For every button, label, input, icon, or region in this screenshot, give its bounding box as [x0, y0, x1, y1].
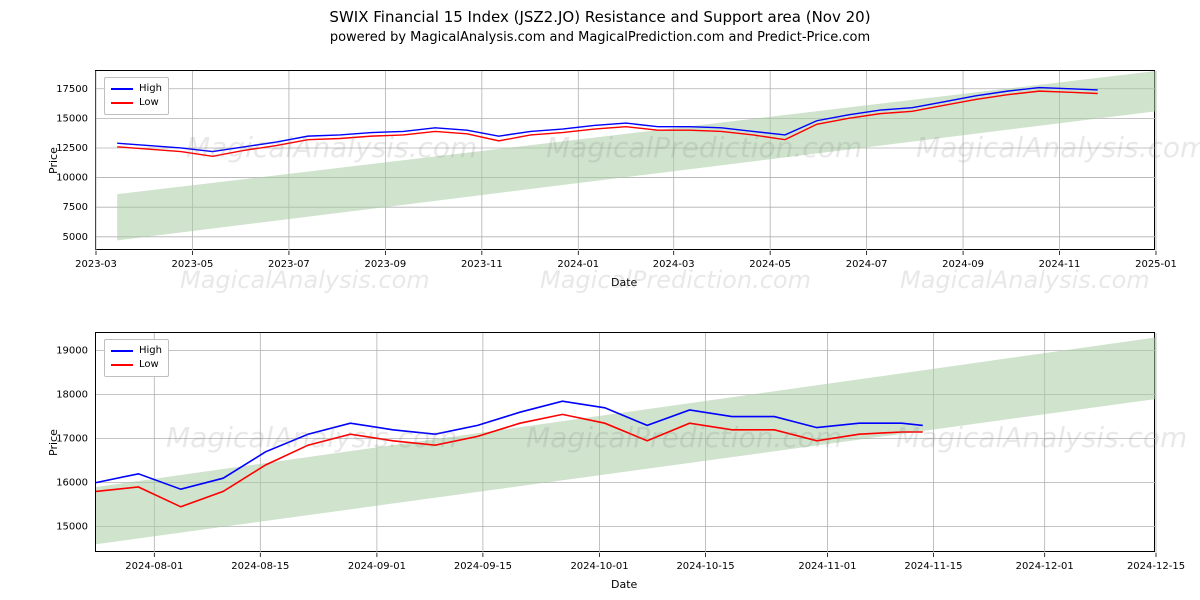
svg-text:2024-09-01: 2024-09-01 [348, 561, 406, 572]
svg-text:2024-08-01: 2024-08-01 [125, 561, 183, 572]
legend-item-low: Low [111, 358, 162, 372]
svg-text:2023-05: 2023-05 [172, 259, 214, 270]
svg-text:2024-09-15: 2024-09-15 [454, 561, 512, 572]
svg-text:2024-11-15: 2024-11-15 [904, 561, 962, 572]
legend-swatch-high [111, 350, 133, 352]
legend-item-high: High [111, 82, 162, 96]
figure: SWIX Financial 15 Index (JSZ2.JO) Resist… [0, 0, 1200, 600]
svg-text:2024-11-01: 2024-11-01 [798, 561, 856, 572]
figure-title: SWIX Financial 15 Index (JSZ2.JO) Resist… [0, 8, 1200, 26]
svg-text:2024-05: 2024-05 [749, 259, 791, 270]
chart-svg-top: 50007500100001250015000175002023-032023-… [96, 71, 1156, 251]
svg-text:2024-09: 2024-09 [942, 259, 984, 270]
svg-text:15000: 15000 [56, 113, 88, 124]
legend-swatch-low [111, 364, 133, 366]
chart-panel-top: 50007500100001250015000175002023-032023-… [95, 70, 1155, 250]
legend-swatch-low [111, 102, 133, 104]
chart-panel-bottom: 15000160001700018000190002024-08-012024-… [95, 332, 1155, 552]
legend-top: High Low [104, 77, 169, 115]
svg-text:2024-10-01: 2024-10-01 [570, 561, 628, 572]
svg-text:2024-08-15: 2024-08-15 [231, 561, 289, 572]
watermark: MagicalPrediction.com [540, 266, 811, 294]
svg-text:17500: 17500 [56, 84, 88, 95]
svg-text:2024-10-15: 2024-10-15 [676, 561, 734, 572]
svg-text:2023-07: 2023-07 [268, 259, 310, 270]
watermark: MagicalAnalysis.com [900, 266, 1150, 294]
svg-text:12500: 12500 [56, 143, 88, 154]
svg-text:2023-03: 2023-03 [75, 259, 117, 270]
svg-text:10000: 10000 [56, 173, 88, 184]
watermark: MagicalAnalysis.com [180, 266, 430, 294]
svg-text:2024-12-15: 2024-12-15 [1127, 561, 1185, 572]
svg-text:18000: 18000 [56, 390, 88, 401]
svg-text:15000: 15000 [56, 522, 88, 533]
legend-item-high: High [111, 344, 162, 358]
svg-text:19000: 19000 [56, 346, 88, 357]
svg-text:17000: 17000 [56, 434, 88, 445]
figure-subtitle: powered by MagicalAnalysis.com and Magic… [0, 30, 1200, 45]
legend-bottom: High Low [104, 339, 169, 377]
svg-text:16000: 16000 [56, 478, 88, 489]
svg-text:5000: 5000 [63, 232, 88, 243]
svg-text:2024-12-01: 2024-12-01 [1016, 561, 1074, 572]
y-axis-label-bottom: Price [47, 429, 60, 456]
svg-text:2024-01: 2024-01 [557, 259, 599, 270]
x-axis-label-bottom: Date [611, 578, 637, 591]
svg-text:2025-01: 2025-01 [1135, 259, 1177, 270]
svg-text:2024-03: 2024-03 [653, 259, 695, 270]
svg-text:7500: 7500 [63, 202, 88, 213]
chart-svg-bottom: 15000160001700018000190002024-08-012024-… [96, 333, 1156, 553]
legend-swatch-high [111, 88, 133, 90]
legend-label-high: High [139, 344, 162, 358]
legend-label-low: Low [139, 358, 159, 372]
svg-text:2024-11: 2024-11 [1039, 259, 1081, 270]
svg-text:2024-07: 2024-07 [846, 259, 888, 270]
svg-text:2023-09: 2023-09 [364, 259, 406, 270]
x-axis-label-top: Date [611, 276, 637, 289]
svg-text:2023-11: 2023-11 [461, 259, 503, 270]
legend-label-high: High [139, 82, 162, 96]
legend-label-low: Low [139, 96, 159, 110]
legend-item-low: Low [111, 96, 162, 110]
y-axis-label-top: Price [47, 147, 60, 174]
